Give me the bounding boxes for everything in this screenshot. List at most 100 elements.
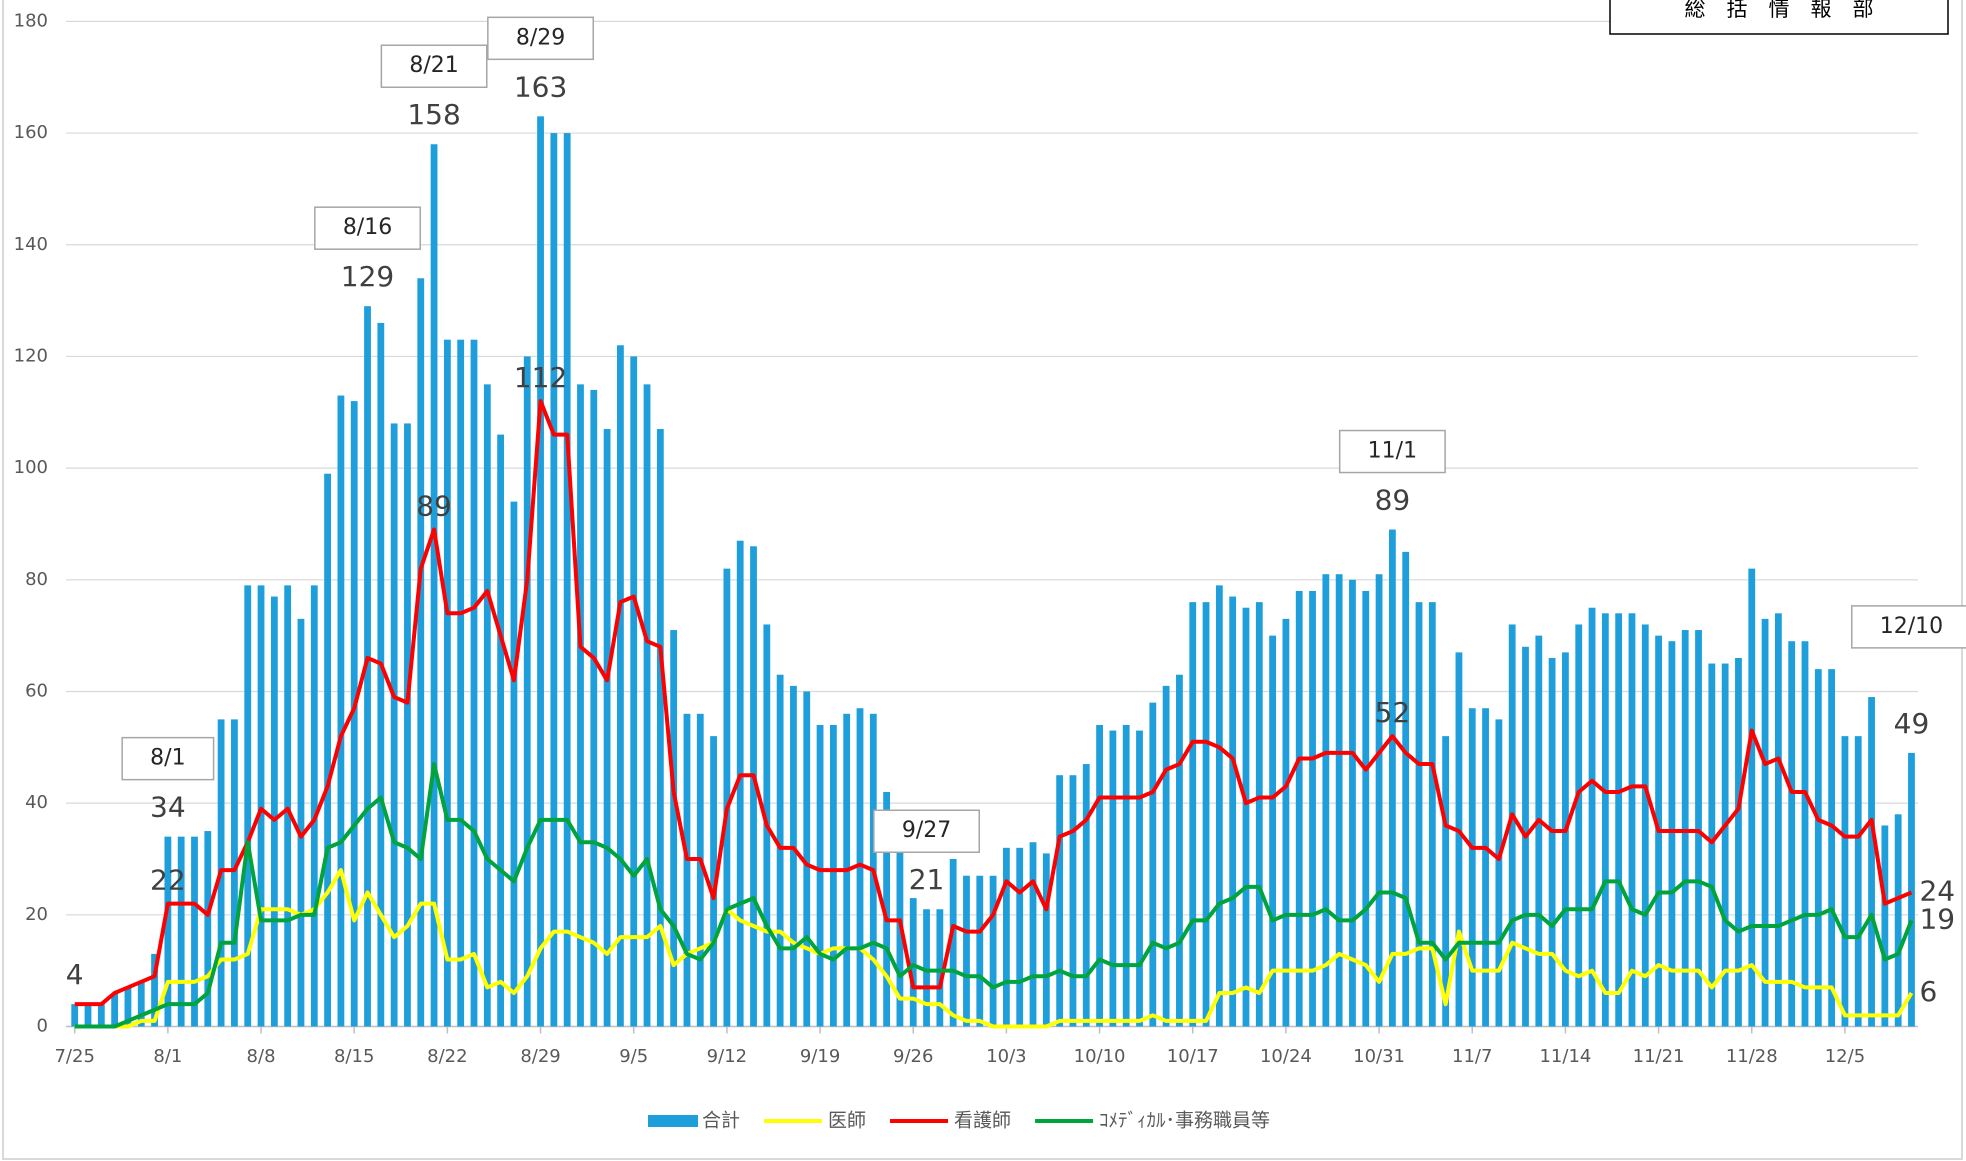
bar (510, 501, 518, 1027)
bar (896, 842, 904, 1027)
bar (1442, 736, 1450, 1027)
callout-box (487, 16, 595, 61)
bar (1122, 724, 1130, 1027)
data-label: 19 (1919, 902, 1955, 935)
bar (270, 596, 278, 1027)
data-label: 52 (1375, 696, 1411, 729)
callout-box (873, 809, 980, 853)
x-tick-label: 10/24 (1260, 1046, 1312, 1067)
bar (377, 322, 385, 1027)
data-label: 163 (514, 70, 567, 103)
bar (1255, 602, 1263, 1027)
bar (1908, 752, 1915, 1027)
bar (537, 116, 544, 1027)
callout-box (1338, 429, 1446, 474)
legend-swatch (648, 1115, 698, 1127)
bar (417, 278, 425, 1027)
bar (337, 395, 345, 1027)
bar (523, 356, 531, 1027)
bar (124, 987, 132, 1027)
x-tick-label: 8/8 (247, 1046, 276, 1067)
bar (1482, 708, 1489, 1027)
data-label: 22 (150, 864, 186, 897)
x-tick-label: 10/10 (1074, 1046, 1126, 1067)
line (74, 399, 1913, 1007)
bar (1096, 724, 1103, 1027)
bar (1415, 602, 1423, 1027)
bar (1575, 624, 1583, 1027)
bar (989, 875, 997, 1027)
bar (656, 429, 664, 1027)
bar (430, 144, 438, 1027)
data-label: 49 (1894, 707, 1930, 740)
bar (909, 898, 917, 1027)
bar (1748, 568, 1756, 1027)
bar (723, 568, 731, 1027)
bar (1668, 641, 1676, 1027)
bar (1029, 842, 1037, 1027)
callout-box (380, 44, 488, 88)
y-tick-label: 40 (25, 792, 48, 813)
bar (1215, 585, 1223, 1027)
bar (829, 724, 837, 1027)
bar (1881, 825, 1889, 1027)
x-tick-label: 8/1 (153, 1046, 182, 1067)
bar (1548, 657, 1556, 1027)
line (74, 868, 1914, 1029)
bar (550, 133, 558, 1027)
bar (1761, 618, 1769, 1027)
callout-box (1851, 605, 1966, 649)
bar (856, 708, 864, 1027)
bar (1495, 719, 1503, 1027)
plot-area (71, 116, 1915, 1029)
bar (231, 719, 238, 1027)
bar (1562, 652, 1569, 1027)
bar (84, 1004, 92, 1027)
bar (297, 618, 305, 1027)
bar (443, 339, 451, 1027)
y-tick-label: 180 (14, 10, 48, 31)
bar (1003, 847, 1010, 1027)
bar (1774, 613, 1782, 1027)
line (74, 762, 1914, 1029)
bar (1202, 602, 1210, 1027)
bar (1309, 590, 1316, 1027)
callout-label: 8/16 (343, 215, 392, 240)
bar (1042, 853, 1050, 1027)
bar (310, 585, 318, 1027)
data-label: 21 (909, 863, 945, 896)
bar (963, 875, 970, 1027)
bar (1349, 579, 1356, 1027)
bar (483, 384, 491, 1027)
labels: 0 20 40 60 80 100 120 140 160 180 7/25 8/1 8/8 8/15 8/… (14, 10, 1966, 1132)
data-label: 112 (514, 361, 567, 394)
y-tick-label: 80 (25, 569, 48, 590)
bar (1868, 697, 1875, 1027)
bar (390, 423, 398, 1027)
bar (1016, 847, 1024, 1027)
legend-label: ｺﾒﾃﾞｨｶﾙ･事務職員等 (1099, 1110, 1270, 1132)
bar (683, 713, 691, 1027)
bar (151, 953, 158, 1027)
callout-label: 8/29 (516, 25, 565, 50)
bar (1814, 669, 1822, 1027)
data-label: 4 (66, 958, 84, 991)
bar (1601, 613, 1609, 1027)
bar (1428, 602, 1436, 1027)
bar (111, 992, 119, 1027)
bar (630, 356, 638, 1027)
bar (563, 133, 571, 1027)
bar (244, 585, 252, 1027)
bar (1841, 736, 1849, 1027)
bar (1109, 730, 1117, 1027)
bar (1335, 574, 1343, 1027)
y-tick-label: 120 (14, 345, 48, 366)
bar (1295, 590, 1303, 1027)
x-tick-label: 9/5 (619, 1046, 648, 1067)
data-label: 24 (1919, 874, 1955, 907)
bar (776, 674, 784, 1027)
callout-box (314, 206, 421, 250)
bar (204, 831, 212, 1027)
bar (603, 429, 611, 1027)
bar (350, 401, 358, 1027)
